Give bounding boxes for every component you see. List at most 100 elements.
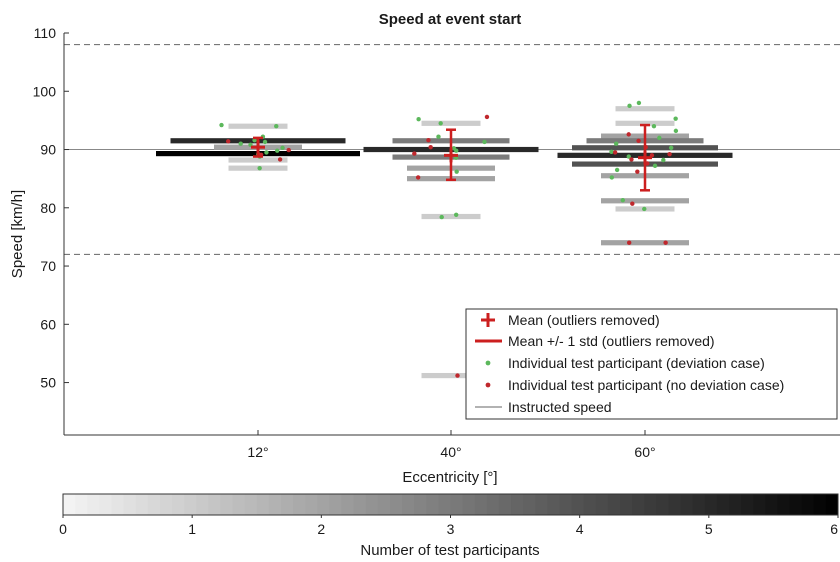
- no-deviation-point-2-11: [667, 151, 672, 157]
- colorbar-swatch-21: [317, 494, 330, 515]
- colorbar-swatch-12: [208, 494, 221, 515]
- colorbar-swatch-45: [607, 494, 621, 515]
- colorbar-swatch-8: [159, 494, 173, 515]
- colorbar-swatch-3: [99, 494, 112, 515]
- no-deviation-point-2-10: [626, 240, 632, 245]
- colorbar-swatch-4: [111, 494, 125, 515]
- colorbar-swatch-23: [341, 494, 355, 515]
- deviation-point-0-9: [219, 122, 224, 128]
- legend: Mean (outliers removed) Mean +/- 1 std (…: [465, 308, 838, 420]
- colorbar-swatch-14: [232, 494, 246, 515]
- colorbar-swatch-6: [135, 494, 149, 515]
- density-bar-1-0: [421, 120, 481, 126]
- no-deviation-point-1-1: [426, 138, 431, 143]
- y-tick-label-3: 80: [40, 200, 56, 216]
- colorbar-swatch-50: [668, 494, 682, 515]
- colorbar-swatch-31: [438, 494, 451, 515]
- y-axis: 50 60 70 80 90 100 110: [33, 25, 69, 391]
- colorbar-swatch-13: [220, 494, 234, 515]
- y-tick-label-6: 110: [34, 25, 57, 41]
- colorbar-swatch-24: [353, 494, 367, 515]
- colorbar-swatch-55: [729, 494, 742, 515]
- legend-swatch-deviation: [485, 360, 491, 366]
- no-deviation-point-2-7: [635, 169, 640, 174]
- plot-frame: [63, 33, 840, 436]
- deviation-point-2-3: [651, 124, 657, 129]
- deviation-point-2-8: [609, 149, 614, 155]
- colorbar-swatch-22: [329, 494, 343, 515]
- colorbar-swatch-28: [402, 494, 415, 515]
- colorbar-tick-label-4: 4: [576, 521, 584, 537]
- deviation-point-1-0: [416, 117, 421, 122]
- colorbar-swatch-56: [741, 494, 754, 515]
- colorbar-swatch-33: [462, 494, 476, 515]
- colorbar-tick-label-1: 1: [188, 521, 196, 537]
- deviation-point-1-8: [453, 212, 459, 217]
- colorbar-swatch-11: [196, 494, 209, 515]
- colorbar-swatch-30: [426, 494, 439, 515]
- no-deviation-point-1-0: [484, 114, 490, 120]
- colorbar-swatch-5: [123, 494, 137, 515]
- density-bar-1-7: [421, 372, 481, 379]
- deviation-point-2-7: [668, 145, 674, 150]
- colorbar-swatch-53: [704, 494, 718, 515]
- colorbar-swatch-32: [450, 494, 464, 515]
- colorbar-swatch-35: [486, 494, 500, 515]
- colorbar-swatch-36: [498, 494, 512, 515]
- no-deviation-point-2-8: [630, 201, 635, 206]
- colorbar-swatch-41: [559, 494, 573, 515]
- deviation-point-0-0: [274, 124, 279, 129]
- colorbar-swatch-9: [171, 494, 185, 515]
- deviation-point-0-3: [238, 141, 243, 146]
- colorbar-swatch-20: [305, 494, 318, 515]
- colorbar-swatch-52: [692, 494, 706, 515]
- no-deviation-point-1-3: [412, 151, 417, 156]
- colorbar-swatch-34: [474, 494, 488, 515]
- deviation-point-1-3: [482, 139, 487, 145]
- density-bar-2-8: [601, 198, 689, 204]
- deviation-point-2-0: [636, 100, 642, 106]
- legend-label-std: Mean +/- 1 std (outliers removed): [508, 333, 715, 349]
- no-deviation-point-0-1: [286, 147, 291, 153]
- colorbar-swatch-19: [293, 494, 306, 515]
- colorbar-swatch-62: [813, 494, 827, 515]
- colorbar-swatch-48: [644, 494, 657, 515]
- legend-swatch-mean: [481, 313, 495, 327]
- colorbar-swatch-26: [377, 494, 391, 515]
- deviation-point-0-5: [275, 148, 280, 153]
- density-bar-1-6: [421, 213, 481, 220]
- deviation-point-0-11: [264, 150, 269, 155]
- x-tick-label-2: 60°: [634, 444, 655, 460]
- deviation-point-2-13: [609, 175, 615, 180]
- deviation-point-1-1: [438, 121, 443, 126]
- deviation-point-0-4: [280, 145, 285, 150]
- colorbar-swatch-1: [75, 494, 88, 515]
- no-deviation-point-2-3: [612, 150, 618, 155]
- deviation-point-2-12: [614, 167, 620, 173]
- colorbar-swatch-42: [571, 494, 585, 515]
- legend-label-no-deviation: Individual test participant (no deviatio…: [508, 377, 784, 393]
- deviation-point-1-7: [454, 169, 459, 174]
- colorbar-swatch-2: [87, 494, 100, 515]
- x-axis: 12° 40° 60°: [247, 430, 656, 460]
- legend-label-mean: Mean (outliers removed): [508, 312, 660, 328]
- colorbar-swatch-47: [632, 494, 645, 515]
- colorbar-swatch-17: [268, 494, 282, 515]
- colorbar-swatch-27: [389, 494, 403, 515]
- y-tick-label-2: 70: [40, 258, 56, 274]
- colorbar-swatch-46: [620, 494, 633, 515]
- chart-title: Speed at event start: [379, 11, 522, 28]
- no-deviation-point-2-0: [626, 132, 631, 137]
- colorbar-swatch-61: [801, 494, 815, 515]
- colorbar-swatch-51: [680, 494, 694, 515]
- density-bar-2-10: [601, 240, 689, 246]
- y-tick-label-0: 50: [40, 375, 56, 391]
- y-tick-label-5: 100: [33, 83, 57, 99]
- y-tick-label-4: 90: [40, 142, 56, 158]
- colorbar-swatch-40: [547, 494, 560, 515]
- no-deviation-point-1-4: [415, 175, 421, 180]
- density-bar-2-0: [615, 106, 675, 112]
- legend-label-deviation: Individual test participant (deviation c…: [508, 355, 765, 371]
- colorbar-swatch-25: [365, 494, 379, 515]
